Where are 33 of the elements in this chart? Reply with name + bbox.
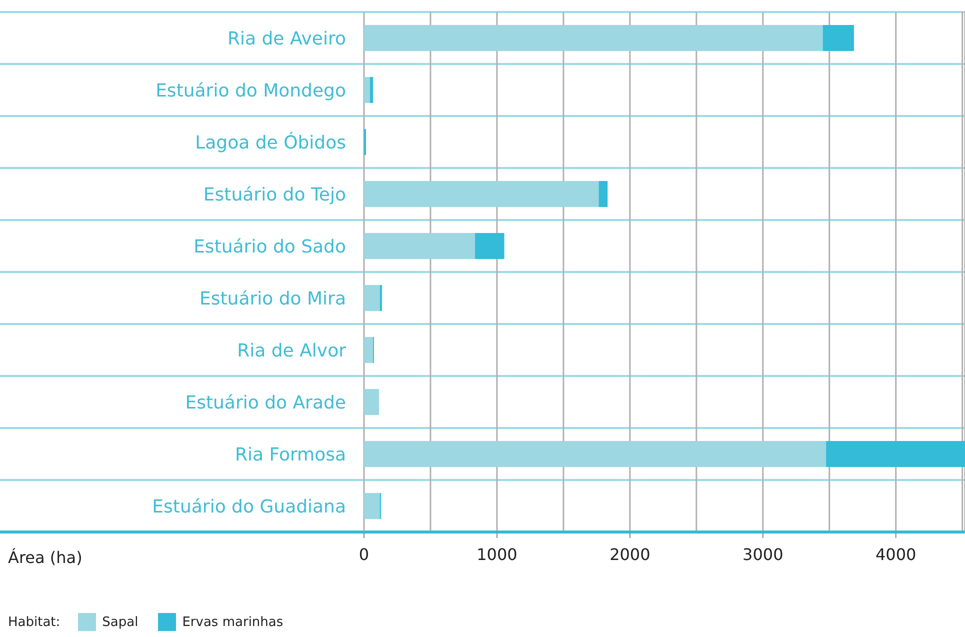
bar xyxy=(364,25,823,51)
bar xyxy=(475,233,504,259)
y-tick-label: Estuário do Arade xyxy=(185,392,346,414)
y-tick-label: Estuário do Guadiana xyxy=(152,496,346,518)
bar xyxy=(364,285,380,311)
y-tick-label: Estuário do Mira xyxy=(199,288,346,310)
legend-title: Habitat: xyxy=(8,614,60,630)
bar xyxy=(364,493,380,519)
text: Área (ha) xyxy=(8,548,82,567)
y-tick-label: Ria Formosa xyxy=(234,444,346,466)
bar xyxy=(364,441,826,467)
y-tick-label: Estuário do Tejo xyxy=(203,184,346,206)
x-tick-label: 0 xyxy=(358,545,370,564)
bar xyxy=(364,181,599,207)
bar xyxy=(364,389,380,415)
y-tick-label: Lagoa de Óbidos xyxy=(195,131,346,154)
bar xyxy=(364,77,370,103)
y-tick-label: Estuário do Mondego xyxy=(156,80,346,102)
x-tick-label: 3000 xyxy=(742,545,784,564)
y-tick-label: Ria de Alvor xyxy=(237,340,347,362)
bar xyxy=(822,25,854,51)
bar xyxy=(370,77,374,103)
x-tick-label: 4000 xyxy=(876,545,916,564)
y-tick-label: Ria de Aveiro xyxy=(228,28,346,50)
legend-label: Sapal xyxy=(101,614,138,631)
bar xyxy=(364,337,374,363)
bar xyxy=(598,181,608,207)
bar xyxy=(826,441,965,467)
x-tick-label: 1000 xyxy=(476,545,518,564)
legend-label: Ervas marinhas xyxy=(181,614,284,631)
bar xyxy=(364,233,476,259)
y-tick-label: Estuário do Sado xyxy=(194,236,346,258)
x-tick-label: 2000 xyxy=(610,545,650,564)
